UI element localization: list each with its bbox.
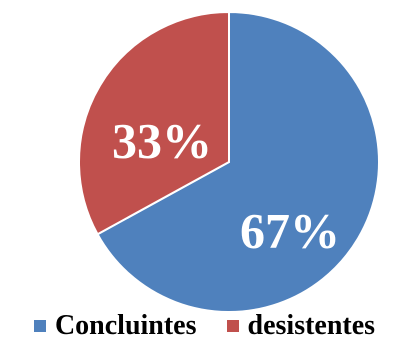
pie-slice-desistentes (78, 10, 230, 236)
pie-slice-concluintes (96, 10, 380, 313)
data-label-concluintes: 67% (240, 202, 340, 258)
legend-swatch-concluintes (33, 320, 46, 332)
legend-item-concluintes: Concluintes (33, 310, 197, 342)
legend-label-concluintes: Concluintes (54, 310, 197, 341)
data-label-desistentes: 33% (112, 112, 212, 168)
legend-item-desistentes: desistentes (226, 310, 376, 342)
legend: Concluintes desistentes (0, 308, 409, 344)
legend-label-desistentes: desistentes (247, 310, 376, 341)
legend-swatch-desistentes (226, 320, 239, 332)
